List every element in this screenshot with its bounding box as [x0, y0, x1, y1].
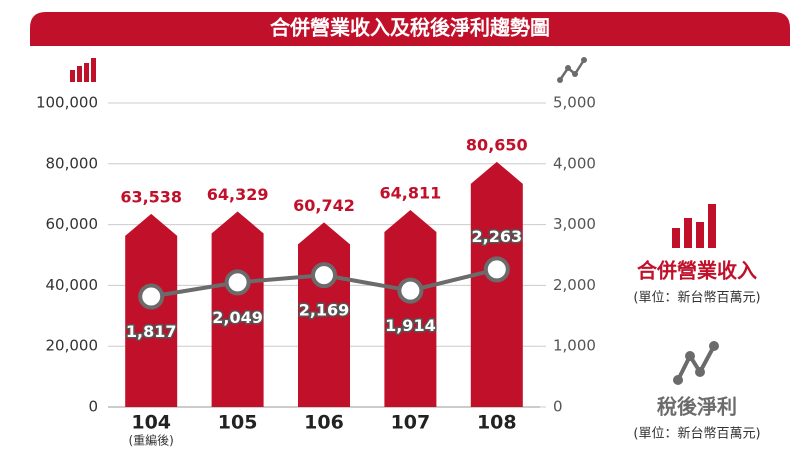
x-tick-label: 107: [391, 412, 431, 434]
y-tick-label: 100,000: [36, 94, 98, 112]
bar-value-label: 80,650: [466, 135, 528, 154]
bar-icon: [70, 58, 96, 82]
x-tick-label: 108: [477, 412, 517, 434]
line-marker: [397, 277, 424, 304]
line-marker: [483, 256, 510, 283]
line-value-label: 2,169: [299, 301, 350, 320]
x-tick-label: 106: [304, 412, 344, 434]
line-marker: [138, 283, 165, 310]
title-banner: [30, 12, 790, 46]
y-tick-label: 40,000: [46, 276, 99, 294]
bar-value-label: 60,742: [293, 196, 355, 215]
y2-tick-label: 4,000: [553, 154, 596, 172]
line-value-label: 1,914: [385, 316, 436, 335]
y-tick-label: 20,000: [46, 337, 99, 355]
legend-unit: (單位：新台幣百萬元): [633, 290, 760, 306]
y2-tick-label: 3,000: [553, 215, 596, 233]
bar-value-label: 64,329: [207, 185, 269, 204]
line-value-label: 2,049: [212, 308, 263, 327]
line-marker: [224, 269, 251, 296]
chart-title: 合併營業收入及稅後淨利趨勢圖: [270, 16, 550, 40]
legend-bar-icon: [672, 204, 716, 248]
bar: [298, 222, 350, 407]
x-tick-label: 105: [218, 412, 258, 434]
y2-tick-label: 1,000: [553, 337, 596, 355]
bar: [384, 209, 437, 407]
y-tick-label: 80,000: [46, 154, 99, 172]
x-tick-note: (重編後): [129, 433, 174, 448]
legend-line-icon: [673, 341, 719, 385]
y2-tick-label: 5,000: [553, 94, 596, 112]
y-tick-label: 0: [88, 398, 98, 416]
bar-value-label: 64,811: [380, 183, 442, 202]
line-icon: [557, 57, 587, 83]
bar: [470, 161, 523, 407]
bar: [125, 213, 178, 407]
bar-value-label: 63,538: [120, 187, 182, 206]
bar: [211, 211, 264, 407]
y2-tick-label: 0: [553, 398, 563, 416]
y2-tick-label: 2,000: [553, 276, 596, 294]
x-tick-label: 104: [131, 412, 171, 434]
y-tick-label: 60,000: [46, 215, 99, 233]
line-marker: [311, 262, 337, 289]
legend-label: 合併營業收入: [637, 259, 757, 283]
legend-unit: (單位：新台幣百萬元): [633, 426, 760, 442]
line-value-label: 1,817: [126, 322, 177, 341]
legend-label: 稅後淨利: [657, 395, 737, 419]
line-value-label: 2,263: [471, 227, 522, 246]
